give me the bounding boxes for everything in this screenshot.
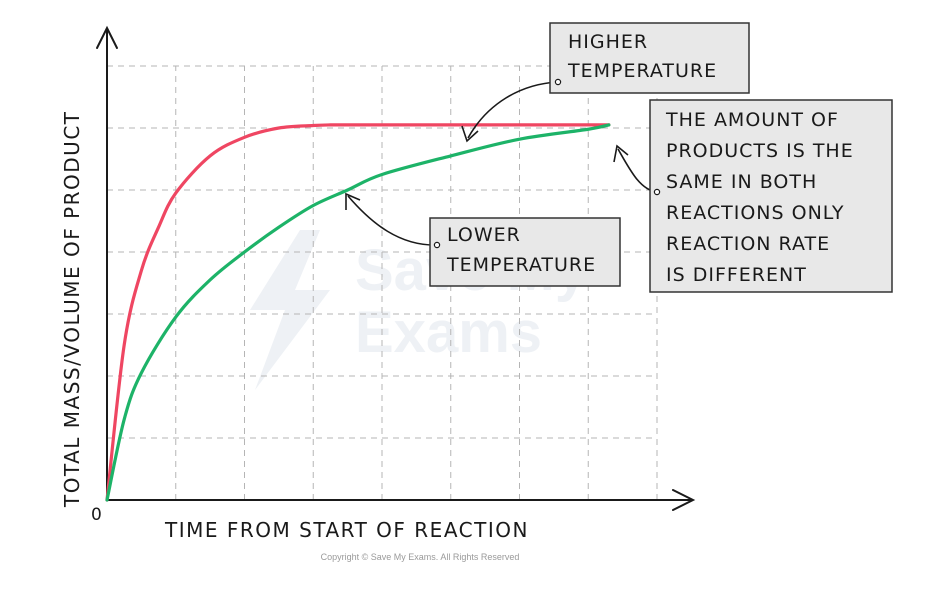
y-axis-label: TOTAL MASS/VOLUME OF PRODUCT [60, 110, 84, 508]
watermark-bolt-icon [250, 230, 330, 390]
callout-higher: HIGHER TEMPERATURE [461, 22, 750, 143]
origin-label: 0 [91, 505, 103, 525]
callout-lower-box [429, 217, 621, 287]
callout-same-amount: THE AMOUNT OF PRODUCTS IS THE SAME IN BO… [613, 99, 893, 293]
callout-lower-dot [433, 241, 441, 249]
callout-higher-arrow [467, 81, 559, 139]
callout-lower-arrow [347, 195, 438, 246]
callout-higher-dot [554, 78, 562, 86]
callout-same-line-1: THE AMOUNT OF [665, 109, 839, 131]
x-axis-label: TIME FROM START OF REACTION [164, 518, 529, 542]
higher-temperature-curve [105, 123, 611, 502]
callout-same-box [649, 99, 893, 293]
callout-same-line-5: REACTION RATE [666, 233, 830, 255]
callout-same-line-4: REACTIONS ONLY [666, 202, 844, 224]
axes [96, 25, 696, 511]
copyright-notice: Copyright © Save My Exams. All Rights Re… [321, 552, 520, 562]
callout-same-dot [653, 188, 661, 196]
lower-temperature-curve [105, 123, 611, 502]
callout-higher-arrowhead-icon [461, 125, 479, 143]
callout-same-arrowhead-icon [613, 144, 629, 163]
callout-lower: LOWER TEMPERATURE [345, 192, 621, 287]
callout-lower-arrowhead-icon [345, 192, 361, 210]
grid [107, 65, 658, 500]
callout-same-line-3: SAME IN BOTH [666, 171, 817, 193]
callout-higher-line-1: HIGHER [568, 31, 648, 53]
watermark-line-2: Exams [355, 300, 542, 365]
y-axis-arrow-icon [96, 25, 118, 49]
x-axis-arrow-icon [672, 489, 696, 511]
callout-lower-line-1: LOWER [447, 224, 521, 246]
callout-higher-line-2: TEMPERATURE [567, 60, 717, 82]
series-group [105, 123, 611, 502]
callout-lower-line-2: TEMPERATURE [446, 254, 596, 276]
callout-same-line-6: IS DIFFERENT [666, 264, 807, 286]
callout-higher-box [549, 22, 750, 94]
callout-same-line-2: PRODUCTS IS THE [666, 140, 854, 162]
